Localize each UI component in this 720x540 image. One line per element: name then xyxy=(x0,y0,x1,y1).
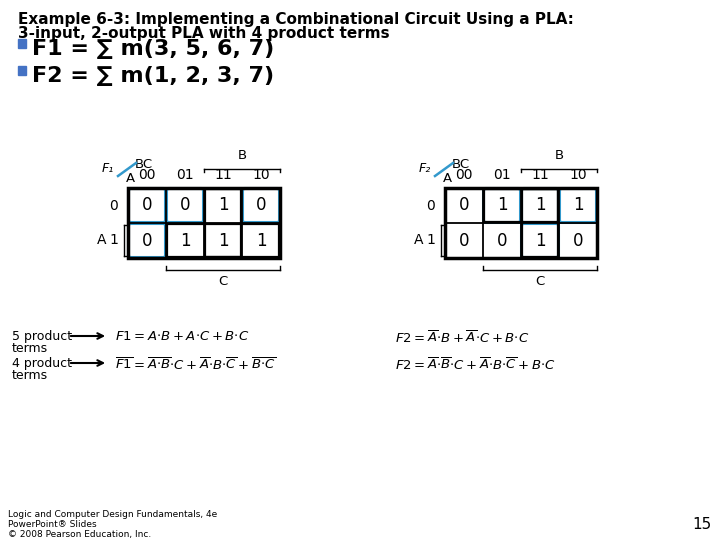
Text: 15: 15 xyxy=(693,517,712,532)
Text: 0: 0 xyxy=(256,197,266,214)
Text: 00: 00 xyxy=(455,168,473,182)
Text: A: A xyxy=(442,172,451,185)
Text: BC: BC xyxy=(452,159,470,172)
FancyBboxPatch shape xyxy=(484,188,521,222)
Text: 1: 1 xyxy=(535,232,545,249)
Text: $\overline{F1}=\overline{A{\cdot}B}{\cdot}C+\overline{A}{\cdot}B{\cdot}\overline: $\overline{F1}=\overline{A{\cdot}B}{\cdo… xyxy=(115,357,276,373)
FancyBboxPatch shape xyxy=(521,224,559,258)
Text: 0: 0 xyxy=(459,197,469,214)
Text: 1: 1 xyxy=(426,233,435,247)
Text: $F2=\overline{A}{\cdot}\overline{B}{\cdot}C+\overline{A}{\cdot}B{\cdot}\overline: $F2=\overline{A}{\cdot}\overline{B}{\cdo… xyxy=(395,357,556,373)
Text: 0: 0 xyxy=(497,232,508,249)
Text: Logic and Computer Design Fundamentals, 4e: Logic and Computer Design Fundamentals, … xyxy=(8,510,217,519)
Text: F1 = ∑ m(3, 5, 6, 7): F1 = ∑ m(3, 5, 6, 7) xyxy=(32,39,274,59)
Text: BC: BC xyxy=(135,159,153,172)
Text: 0: 0 xyxy=(109,199,118,213)
FancyBboxPatch shape xyxy=(128,224,166,258)
Bar xyxy=(205,189,241,257)
Text: 1: 1 xyxy=(217,197,228,214)
Text: $F2=\overline{A}{\cdot}B+\overline{A}{\cdot}C+B{\cdot}C$: $F2=\overline{A}{\cdot}B+\overline{A}{\c… xyxy=(395,330,529,346)
Text: 0: 0 xyxy=(459,232,469,249)
Text: A: A xyxy=(96,233,106,247)
Text: © 2008 Pearson Education, Inc.: © 2008 Pearson Education, Inc. xyxy=(8,530,151,539)
Text: 01: 01 xyxy=(176,168,194,182)
Bar xyxy=(445,188,597,258)
Text: 4 product: 4 product xyxy=(12,357,72,370)
FancyBboxPatch shape xyxy=(559,188,596,222)
Bar xyxy=(18,66,26,75)
Text: 1: 1 xyxy=(535,197,545,214)
Text: F₁: F₁ xyxy=(102,161,114,174)
Text: 0: 0 xyxy=(142,232,152,249)
Text: 11: 11 xyxy=(531,168,549,182)
Text: 5 product: 5 product xyxy=(12,330,72,343)
Text: 10: 10 xyxy=(570,168,587,182)
Text: 0: 0 xyxy=(180,197,190,214)
Bar xyxy=(484,189,558,222)
Text: F₂: F₂ xyxy=(419,161,431,174)
FancyBboxPatch shape xyxy=(166,188,204,222)
Bar xyxy=(445,188,597,258)
Text: B: B xyxy=(238,149,246,162)
Text: C: C xyxy=(218,275,228,288)
Text: 1: 1 xyxy=(572,197,583,214)
FancyBboxPatch shape xyxy=(521,188,559,222)
Text: 1: 1 xyxy=(217,232,228,249)
Text: B: B xyxy=(554,149,564,162)
Text: 0: 0 xyxy=(142,197,152,214)
Text: 0: 0 xyxy=(572,232,583,249)
Text: F2 = ∑ m(1, 2, 3, 7): F2 = ∑ m(1, 2, 3, 7) xyxy=(32,66,274,86)
FancyBboxPatch shape xyxy=(243,188,279,222)
Bar xyxy=(128,188,280,258)
FancyBboxPatch shape xyxy=(128,188,166,222)
Text: 10: 10 xyxy=(252,168,270,182)
Text: 01: 01 xyxy=(493,168,510,182)
Text: 1: 1 xyxy=(109,233,118,247)
Text: 11: 11 xyxy=(214,168,232,182)
Text: terms: terms xyxy=(12,342,48,355)
Text: A: A xyxy=(413,233,423,247)
Text: PowerPoint® Slides: PowerPoint® Slides xyxy=(8,520,96,529)
Text: 1: 1 xyxy=(497,197,508,214)
Text: Example 6-3: Implementing a Combinational Circuit Using a PLA:: Example 6-3: Implementing a Combinationa… xyxy=(18,12,574,27)
Bar xyxy=(18,39,26,48)
Bar xyxy=(167,224,279,257)
Text: A: A xyxy=(125,172,135,185)
Text: $F1=A{\cdot}B+A{\cdot}C+B{\cdot}C$: $F1=A{\cdot}B+A{\cdot}C+B{\cdot}C$ xyxy=(115,330,249,343)
Text: 1: 1 xyxy=(256,232,266,249)
Text: 1: 1 xyxy=(180,232,190,249)
Text: 3-input, 2-output PLA with 4 product terms: 3-input, 2-output PLA with 4 product ter… xyxy=(18,26,390,41)
Bar xyxy=(128,188,280,258)
Text: 00: 00 xyxy=(138,168,156,182)
Text: 0: 0 xyxy=(426,199,435,213)
Text: C: C xyxy=(536,275,544,288)
Text: terms: terms xyxy=(12,369,48,382)
Bar xyxy=(522,189,558,257)
